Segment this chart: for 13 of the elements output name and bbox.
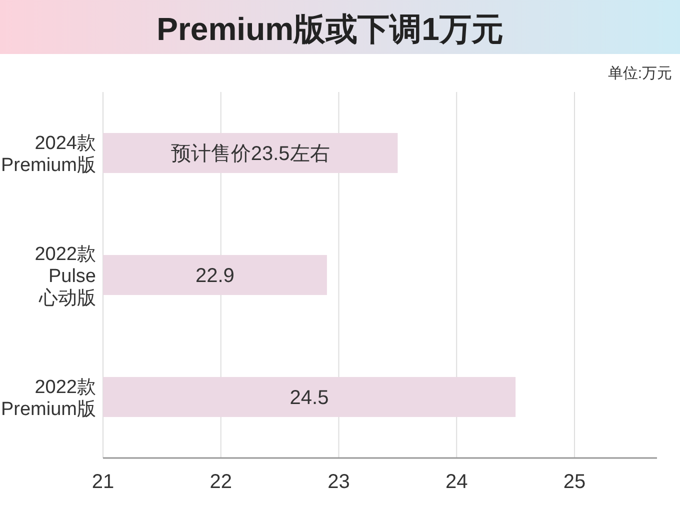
x-tick-label: 22 xyxy=(210,471,232,493)
x-tick-label: 25 xyxy=(563,471,586,493)
y-tick-label: 2024款 Premium版 xyxy=(0,133,96,176)
x-tick-label: 21 xyxy=(92,471,114,493)
x-tick-label: 23 xyxy=(328,471,350,493)
data-label: 预计售价23.5左右 xyxy=(170,143,330,165)
y-tick-label: 2022款 Pulse 心动版 xyxy=(34,244,96,309)
x-tick-label: 24 xyxy=(445,471,468,493)
chart-title: Premium版或下调1万元 xyxy=(156,11,504,47)
y-tick-label: 2022款 Premium版 xyxy=(0,377,96,420)
data-label: 24.5 xyxy=(290,387,329,409)
data-label: 22.9 xyxy=(196,265,234,287)
text: 单位:万元 xyxy=(608,65,672,82)
